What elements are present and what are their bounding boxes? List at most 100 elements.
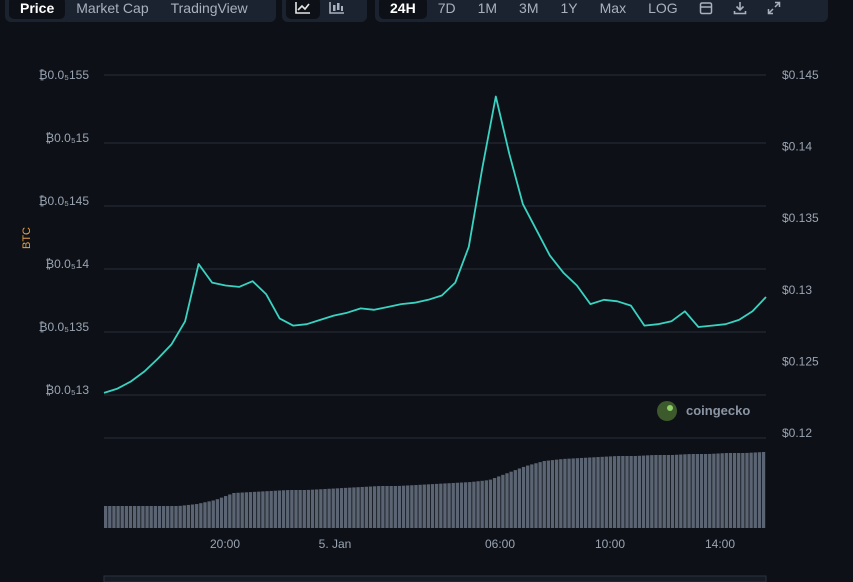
volume-bar xyxy=(426,484,431,528)
volume-bar xyxy=(488,479,493,528)
volume-bar xyxy=(302,490,306,528)
left-axis-tick: ₿0.0₅155 xyxy=(39,68,90,82)
expand-icon xyxy=(767,1,780,15)
volume-bar xyxy=(447,483,451,528)
left-axis-ticks: ₿0.0₅155 ₿0.0₅15 ₿0.0₅145 ₿0.0₅14 ₿0.0₅135 ₿0… xyxy=(39,68,90,397)
volume-bar xyxy=(331,488,335,528)
volume-bar xyxy=(401,485,406,528)
range-1y[interactable]: 1Y xyxy=(560,0,578,16)
download-button[interactable] xyxy=(723,0,757,19)
tab-price[interactable]: Price xyxy=(9,0,66,19)
volume-bar xyxy=(149,506,153,528)
line-chart-button[interactable] xyxy=(286,0,320,19)
volume-bar xyxy=(468,482,472,528)
left-axis-tick: ₿0.0₅135 xyxy=(39,320,90,334)
volume-bar xyxy=(132,506,137,528)
view-tab-group: Price Market Cap TradingView xyxy=(5,0,276,22)
volume-bar xyxy=(406,485,410,528)
volume-bar xyxy=(435,483,439,528)
volume-bar xyxy=(575,458,580,528)
volume-bar xyxy=(455,482,460,528)
volume-bar xyxy=(207,501,211,528)
volume-bar xyxy=(654,455,658,528)
log-toggle[interactable]: LOG xyxy=(648,0,678,16)
volume-bar xyxy=(534,463,538,528)
left-axis-label: BTC xyxy=(21,227,33,249)
volume-bar xyxy=(294,490,298,528)
volume-bar xyxy=(596,457,600,528)
volume-bar xyxy=(679,454,683,528)
volume-bar xyxy=(629,456,633,528)
volume-bar xyxy=(203,502,207,528)
right-axis-tick: $0.12 xyxy=(782,426,812,440)
volume-bar xyxy=(385,486,389,528)
volume-bar xyxy=(633,456,637,528)
volume-bar xyxy=(542,461,546,528)
volume-bar xyxy=(670,454,675,528)
calendar-button[interactable] xyxy=(689,0,723,19)
volume-bar xyxy=(145,506,149,528)
navigator-bar[interactable] xyxy=(103,575,767,582)
volume-bar xyxy=(240,492,244,528)
volume-bar xyxy=(509,471,513,528)
volume-bar xyxy=(617,456,621,528)
coingecko-logo-icon xyxy=(657,401,677,421)
volume-bars xyxy=(104,452,766,528)
volume-bar xyxy=(699,454,704,528)
volume-bar xyxy=(372,486,377,528)
volume-bar xyxy=(588,457,592,528)
volume-bar xyxy=(422,484,426,528)
range-1m[interactable]: 1M xyxy=(477,0,498,16)
range-max[interactable]: Max xyxy=(599,0,627,16)
volume-bar xyxy=(397,485,402,528)
range-7d[interactable]: 7D xyxy=(437,0,456,16)
coingecko-watermark: coingecko xyxy=(657,401,750,421)
volume-bar xyxy=(761,452,766,528)
volume-bar xyxy=(720,453,724,528)
volume-bar xyxy=(459,482,464,528)
volume-bar xyxy=(228,494,232,528)
volume-bar xyxy=(497,476,501,528)
volume-bar xyxy=(393,486,397,528)
volume-bar xyxy=(323,489,327,528)
range-3m[interactable]: 3M xyxy=(519,0,539,16)
volume-bar xyxy=(364,486,368,528)
range-tab-group: 24H 7D 1M 3M 1Y Max LOG xyxy=(375,0,828,22)
expand-button[interactable] xyxy=(757,0,791,19)
volume-bar xyxy=(281,490,286,528)
volume-bar xyxy=(182,505,186,528)
x-axis-tick: 14:00 xyxy=(705,537,735,551)
volume-bar xyxy=(521,466,526,528)
volume-bar xyxy=(377,486,381,528)
volume-bar xyxy=(683,454,687,528)
volume-bar xyxy=(662,455,666,528)
volume-bar xyxy=(592,457,596,528)
candlestick-chart-button[interactable] xyxy=(320,0,354,19)
volume-bar xyxy=(414,485,418,528)
volume-bar xyxy=(625,456,629,528)
volume-bar xyxy=(199,503,203,528)
volume-bar xyxy=(646,455,650,528)
volume-bar xyxy=(571,458,575,528)
tab-market-cap[interactable]: Market Cap xyxy=(76,0,149,16)
volume-bar xyxy=(219,497,224,528)
volume-bar xyxy=(120,506,124,528)
volume-bar xyxy=(637,455,642,528)
volume-bar xyxy=(583,457,588,528)
volume-bar xyxy=(195,504,199,528)
volume-bar xyxy=(104,506,108,528)
left-axis-tick: ₿0.0₅13 xyxy=(45,383,89,397)
tab-tradingview[interactable]: TradingView xyxy=(170,0,248,16)
x-axis-tick: 5. Jan xyxy=(319,537,352,551)
volume-bar xyxy=(567,458,571,528)
volume-bar xyxy=(621,456,625,528)
left-axis-tick: ₿0.0₅145 xyxy=(39,194,90,208)
range-24h[interactable]: 24H xyxy=(379,0,427,19)
chart-type-group xyxy=(282,0,367,22)
chart-toolbar: Price Market Cap TradingView 24H 7D 1M 3… xyxy=(0,0,853,24)
volume-bar xyxy=(190,504,195,528)
grid-lines xyxy=(104,74,766,439)
right-axis-ticks: $0.145 $0.14 $0.135 $0.13 $0.125 $0.12 xyxy=(782,68,819,440)
volume-bar xyxy=(108,506,112,528)
